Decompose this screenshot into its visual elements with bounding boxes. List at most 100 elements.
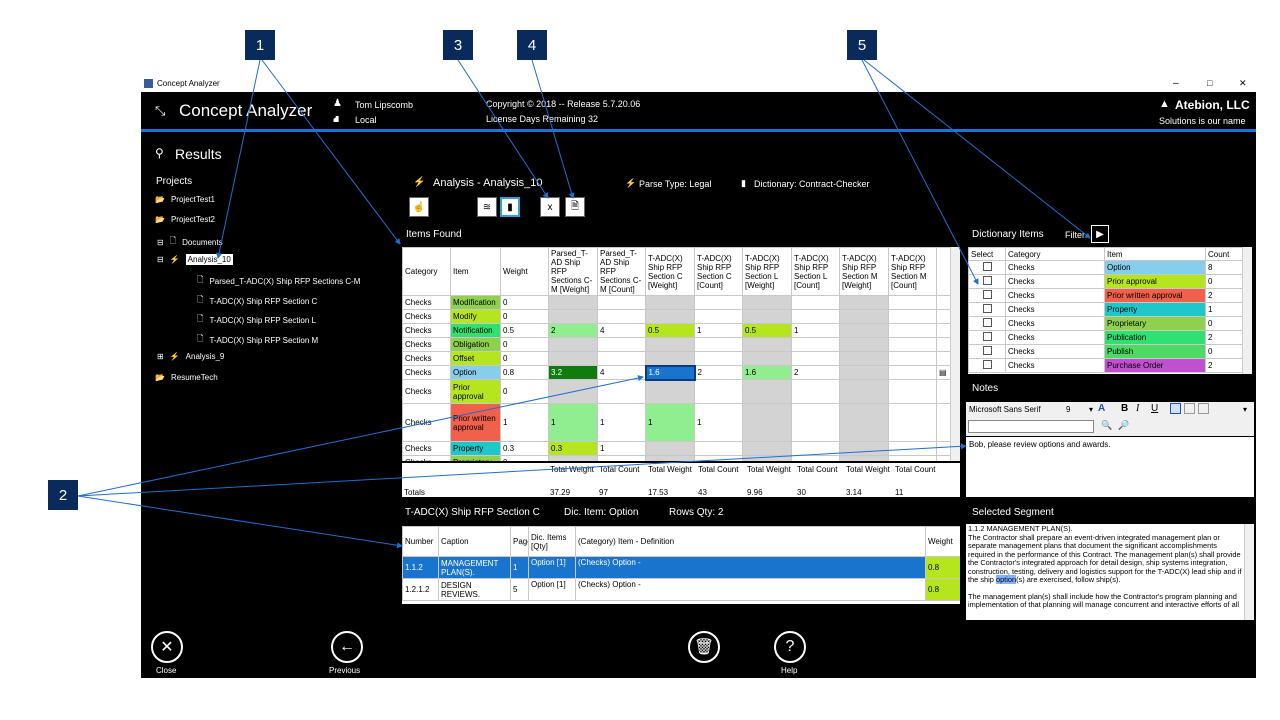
export-excel-button[interactable]: x: [540, 197, 560, 217]
data-cell: [548, 309, 598, 324]
data-cell: [645, 441, 695, 456]
tree-analysis-9[interactable]: ⊞ ⚡ Analysis_9: [157, 352, 225, 361]
segments-grid[interactable]: Number Caption Page Dic. Items [Qty] (Ca…: [402, 526, 960, 604]
dictionary-grid[interactable]: Select Category Item Count Checks Option 8…: [968, 247, 1252, 374]
notes-textarea[interactable]: Bob, please review options and awards.: [966, 437, 1254, 497]
data-cell: Checks: [402, 379, 451, 404]
align-center-icon[interactable]: [1184, 403, 1195, 414]
dictionary-row[interactable]: Checks Property 1: [968, 302, 1243, 317]
close-button[interactable]: ✕: [151, 631, 183, 663]
data-cell: Checks: [402, 441, 451, 456]
select-checkbox[interactable]: [982, 318, 992, 327]
previous-button[interactable]: ←: [331, 631, 363, 663]
segment-scrollbar[interactable]: [1244, 524, 1254, 620]
select-checkbox[interactable]: [982, 332, 992, 341]
font-size-select[interactable]: 9: [1066, 405, 1071, 414]
select-tool-button[interactable]: ☝: [409, 197, 429, 217]
select-checkbox[interactable]: [982, 290, 992, 299]
toolbar-overflow-icon[interactable]: ▾: [1243, 405, 1248, 414]
notes-indicator-icon[interactable]: ▤: [939, 368, 947, 377]
items-row[interactable]: Checks Option 0.8 3.2 4 1.6 2 1.6 2 ▤: [402, 364, 951, 381]
dictionary-view-button[interactable]: ▮: [500, 197, 520, 217]
find-next-icon[interactable]: 🔎: [1118, 420, 1130, 430]
export-document-button[interactable]: 🗎: [565, 197, 585, 217]
tree-doc-section-l[interactable]: 🗋 T-ADC(X) Ship RFP Section L: [197, 313, 316, 327]
segment-row[interactable]: 1.1.2 MANAGEMENT PLAN(S). 1 Option [1] (Chec…: [402, 556, 960, 579]
data-cell: [694, 295, 743, 310]
items-row[interactable]: Checks Modify 0: [402, 309, 951, 324]
filter-button[interactable]: ▶: [1091, 225, 1109, 243]
select-checkbox[interactable]: [982, 304, 992, 313]
tree-project-resumetech[interactable]: 📂 ResumeTech: [155, 373, 218, 382]
brand-logo-icon: ▲: [1159, 98, 1170, 110]
select-checkbox[interactable]: [982, 346, 992, 355]
dictionary-cell: Prior written approval: [1104, 288, 1206, 303]
notes-search-input[interactable]: [968, 420, 1094, 433]
select-checkbox[interactable]: [982, 262, 992, 271]
data-cell: 4: [597, 323, 646, 338]
font-family-select[interactable]: Microsoft Sans Serif: [969, 405, 1041, 414]
tree-doc-section-m[interactable]: 🗋 T-ADC(X) Ship RFP Section M: [197, 333, 318, 347]
align-left-icon[interactable]: [1170, 403, 1181, 414]
dictionary-scrollbar[interactable]: [1242, 247, 1252, 374]
data-cell: [888, 365, 937, 380]
tree-analysis-10[interactable]: ⊟ ⚡ Analysis_10: [157, 254, 233, 265]
totals-header: Total Weight: [550, 465, 594, 474]
items-row[interactable]: Checks Obligation 0: [402, 337, 951, 352]
align-right-icon[interactable]: [1198, 403, 1209, 414]
layers-button[interactable]: ≋: [477, 197, 497, 217]
lightning-icon: ⚡: [169, 255, 180, 264]
items-row[interactable]: Checks Offset 0: [402, 351, 951, 366]
data-cell: [694, 379, 743, 404]
dictionary-row[interactable]: Checks Publish 0: [968, 344, 1243, 359]
help-button[interactable]: ?: [774, 631, 806, 663]
expand-plus-icon[interactable]: ⊞: [157, 352, 164, 361]
underline-button[interactable]: U: [1151, 403, 1159, 414]
items-row[interactable]: Checks Modification 0: [402, 295, 951, 310]
select-checkbox[interactable]: [982, 276, 992, 285]
dropdown-chevron-icon[interactable]: ▾: [1089, 405, 1094, 414]
data-cell: [694, 309, 743, 324]
items-row[interactable]: Checks Property 0.3 0.3 1: [402, 441, 951, 456]
tree-doc-section-c[interactable]: 🗋 T-ADC(X) Ship RFP Section C: [197, 294, 317, 308]
dictionary-row[interactable]: Checks Purchase Order 2: [968, 358, 1243, 373]
tree-project-projecttest2[interactable]: 📂 ProjectTest2: [155, 215, 215, 224]
italic-button[interactable]: I: [1136, 403, 1140, 414]
data-cell: [839, 379, 889, 404]
delete-button[interactable]: 🗑: [688, 631, 720, 663]
data-cell: 2: [548, 323, 598, 338]
segment-row[interactable]: 1.2.1.2 DESIGN REVIEWS. 5 Option [1] (Checks…: [402, 578, 960, 601]
items-row[interactable]: Checks Prior approval 0: [402, 379, 951, 404]
documents-icon: 🗋: [169, 236, 177, 245]
maximize-button[interactable]: □: [1207, 78, 1213, 88]
dictionary-row[interactable]: Checks Prior approval 0: [968, 274, 1243, 289]
col-m-weight: T-ADC(X) Ship RFP Section M [Weight]: [839, 247, 889, 296]
select-checkbox[interactable]: [982, 360, 992, 369]
bold-button[interactable]: B: [1121, 403, 1129, 414]
find-icon[interactable]: 🔍: [1101, 420, 1113, 430]
dictionary-row[interactable]: Checks Option 8: [968, 260, 1243, 275]
tree-documents[interactable]: ⊟ 🗋 Documents: [157, 235, 223, 249]
items-scrollbar[interactable]: [950, 247, 960, 462]
items-found-title: Items Found: [406, 229, 462, 240]
items-row[interactable]: Checks Notification 0.5 2 4 0.5 1 0.5 1: [402, 323, 951, 338]
items-row[interactable]: Checks Prior written approval 1 1 1 1 1: [402, 403, 951, 442]
minimize-button[interactable]: –: [1173, 78, 1179, 89]
data-cell: [888, 309, 937, 324]
selected-segment-text[interactable]: 1.1.2 MANAGEMENT PLAN(S). The Contractor…: [966, 524, 1254, 620]
dictionary-row[interactable]: Checks Prior written approval 2: [968, 288, 1243, 303]
expand-minus-icon[interactable]: ⊟: [157, 255, 164, 264]
data-cell: 1: [694, 323, 743, 338]
dictionary-row[interactable]: Checks Proprietary 0: [968, 316, 1243, 331]
dictionary-row[interactable]: Checks Publication 2: [968, 330, 1243, 345]
close-window-button[interactable]: ✕: [1239, 78, 1247, 88]
items-found-grid[interactable]: Category Item Weight Parsed_T-AD Ship RF…: [402, 247, 960, 497]
row-end-cell: [936, 337, 951, 352]
parse-type-label: Parse Type: Legal: [639, 179, 712, 189]
tree-project-projecttest1[interactable]: 📂 ProjectTest1: [155, 195, 215, 204]
expand-minus-icon[interactable]: ⊟: [157, 237, 164, 247]
font-color-icon[interactable]: A: [1098, 403, 1106, 414]
tree-doc-parsed[interactable]: 🗋 Parsed_T-ADC(X) Ship RFP Sections C-M: [197, 274, 360, 288]
totals-value: 43: [698, 488, 707, 497]
data-cell: [742, 379, 792, 404]
